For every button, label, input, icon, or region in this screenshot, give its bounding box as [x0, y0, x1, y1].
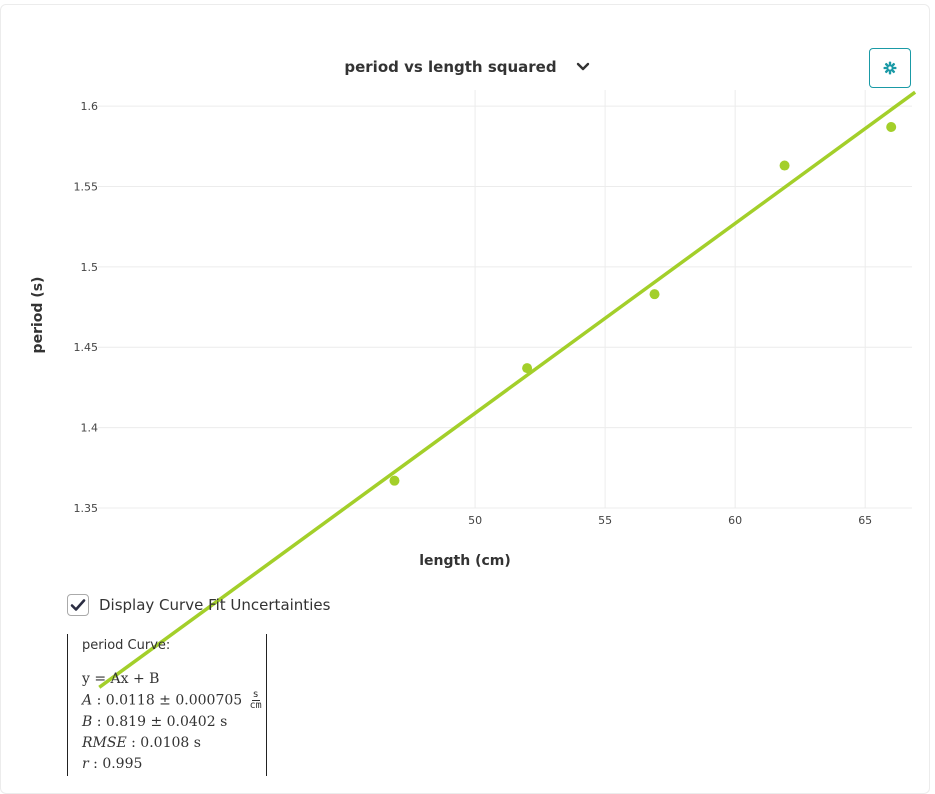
param-a-unit-den: cm	[249, 700, 262, 711]
gear-icon	[883, 61, 897, 75]
checkmark-icon	[70, 599, 86, 611]
data-points	[389, 121, 897, 486]
param-a-unit: s cm	[250, 690, 262, 711]
x-tick-label: 55	[598, 514, 612, 527]
param-a-unit-num: s	[251, 689, 260, 701]
fit-title: period Curve:	[82, 638, 171, 653]
x-tick-label: 50	[468, 514, 482, 527]
y-tick-label: 1.55	[74, 180, 99, 193]
fit-param-a: A : 0.0118 ± 0.000705 s cm	[82, 690, 266, 712]
rmse-label: RMSE	[82, 734, 127, 751]
r-value: : 0.995	[93, 755, 143, 772]
y-tick-label: 1.35	[74, 502, 99, 515]
y-tick-label: 1.5	[81, 261, 99, 274]
x-tick-label: 60	[728, 514, 742, 527]
fit-rmse: RMSE : 0.0108 s	[82, 733, 266, 754]
data-point[interactable]	[649, 289, 660, 300]
x-axis-title: length (cm)	[419, 553, 511, 569]
grid-lines	[98, 90, 912, 509]
chart-header: period vs length squared	[0, 52, 935, 82]
data-point[interactable]	[522, 363, 533, 374]
y-tick-labels: 1.35 1.4 1.45 1.5 1.55 1.6	[74, 100, 99, 515]
y-axis-title: period (s)	[30, 277, 46, 354]
chevron-down-icon	[576, 62, 589, 71]
y-tick-label: 1.45	[74, 341, 99, 354]
data-point[interactable]	[389, 475, 400, 486]
data-point[interactable]	[886, 121, 897, 132]
rmse-value: : 0.0108 s	[131, 734, 201, 751]
fit-param-b: B : 0.819 ± 0.0402 s	[82, 712, 266, 733]
param-a-label: A	[82, 692, 93, 709]
settings-button[interactable]	[869, 48, 911, 88]
param-b-label: B	[82, 713, 93, 730]
fit-r: r : 0.995	[82, 754, 266, 775]
y-tick-label: 1.4	[81, 422, 99, 435]
x-tick-labels: 50 55 60 65	[468, 514, 872, 527]
chart-selector-dropdown[interactable]: period vs length squared	[344, 58, 590, 76]
curve-fit-results: period Curve: y = Ax + B A : 0.0118 ± 0.…	[67, 634, 267, 776]
uncertainties-label: Display Curve Fit Uncertainties	[99, 596, 331, 614]
chart-selector-label: period vs length squared	[344, 58, 557, 76]
param-b-value: : 0.819 ± 0.0402 s	[96, 713, 228, 730]
param-a-value: : 0.0118 ± 0.000705	[96, 692, 243, 709]
fit-equation: y = Ax + B	[82, 671, 160, 687]
data-point[interactable]	[779, 160, 790, 171]
y-tick-label: 1.6	[81, 100, 99, 113]
uncertainties-option: Display Curve Fit Uncertainties	[67, 594, 330, 616]
x-tick-label: 65	[858, 514, 872, 527]
uncertainties-checkbox[interactable]	[67, 594, 89, 616]
fit-line-group	[98, 90, 917, 689]
fit-line	[98, 90, 917, 689]
r-label: r	[82, 755, 89, 772]
